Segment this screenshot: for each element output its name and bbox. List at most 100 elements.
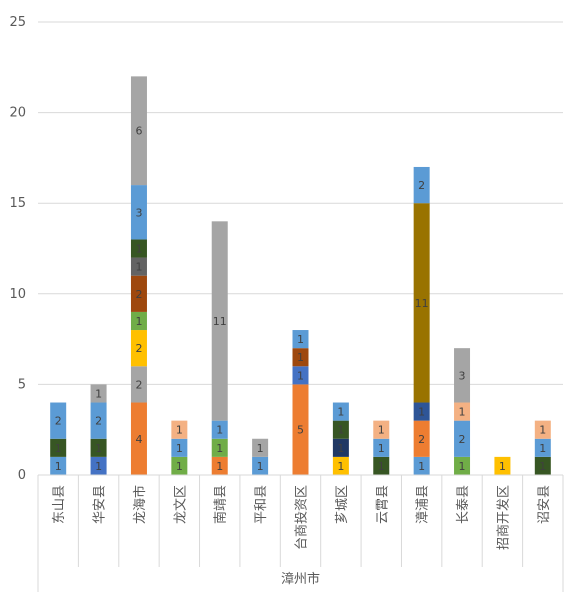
bar-segment bbox=[292, 348, 309, 367]
bar-segment bbox=[252, 438, 269, 457]
data-label: 1 bbox=[176, 460, 183, 473]
data-label: 2 bbox=[135, 378, 142, 391]
data-label: 11 bbox=[415, 297, 429, 310]
data-label: 2 bbox=[55, 415, 62, 428]
data-label: 1 bbox=[539, 442, 546, 455]
bar-segment bbox=[50, 456, 67, 475]
bar-segment bbox=[292, 384, 309, 475]
bar-segment bbox=[90, 438, 107, 457]
bar-segment bbox=[171, 438, 188, 457]
data-label: 2 bbox=[459, 433, 466, 446]
bar-segment bbox=[130, 239, 147, 258]
data-label: 1 bbox=[459, 406, 466, 419]
data-label: 6 bbox=[135, 125, 142, 138]
bar-segment bbox=[534, 456, 551, 475]
data-label: 1 bbox=[539, 424, 546, 437]
data-label: 1 bbox=[216, 460, 223, 473]
bar-segment bbox=[130, 275, 147, 312]
bar-segment bbox=[332, 402, 349, 421]
y-tick-label: 0 bbox=[18, 468, 26, 483]
bar-segment bbox=[534, 438, 551, 457]
bars: 1121121422121136111111111151111111111121… bbox=[50, 76, 551, 475]
bar-segment bbox=[130, 402, 147, 475]
data-label: 1 bbox=[176, 442, 183, 455]
bar-segment bbox=[454, 456, 471, 475]
bar-segment bbox=[413, 402, 430, 421]
data-label: 1 bbox=[499, 460, 506, 473]
bar-segment bbox=[130, 330, 147, 367]
data-label: 4 bbox=[135, 433, 142, 446]
bar-segment bbox=[454, 420, 471, 457]
category-label: 长泰县 bbox=[456, 485, 471, 524]
bar-segment bbox=[454, 348, 471, 403]
category-label: 台商投资区 bbox=[294, 485, 310, 550]
bar-segment bbox=[90, 402, 107, 439]
data-label: 1 bbox=[216, 424, 223, 437]
bar-segment bbox=[211, 221, 228, 421]
data-label: 1 bbox=[95, 442, 102, 455]
category-label: 龙海市 bbox=[132, 485, 148, 524]
bar-segment bbox=[130, 366, 147, 403]
data-label: 1 bbox=[297, 351, 304, 364]
data-label: 1 bbox=[378, 442, 385, 455]
data-label: 1 bbox=[337, 460, 344, 473]
data-label: 2 bbox=[95, 415, 102, 428]
bar-segment bbox=[494, 456, 511, 475]
bar-segment bbox=[211, 456, 228, 475]
y-tick-label: 15 bbox=[9, 196, 26, 211]
data-label: 1 bbox=[55, 442, 62, 455]
data-label: 1 bbox=[337, 442, 344, 455]
data-label: 1 bbox=[135, 261, 142, 274]
data-label: 1 bbox=[297, 333, 304, 346]
data-label: 1 bbox=[337, 424, 344, 437]
bar-segment bbox=[50, 438, 67, 457]
data-label: 1 bbox=[95, 387, 102, 400]
data-label: 2 bbox=[135, 342, 142, 355]
category-label: 平和县 bbox=[254, 485, 269, 524]
bar-segment bbox=[171, 456, 188, 475]
bar-segment bbox=[50, 402, 67, 439]
bar-segment bbox=[292, 366, 309, 385]
bar-segment bbox=[130, 185, 147, 240]
data-label: 1 bbox=[418, 460, 425, 473]
bar-segment bbox=[130, 257, 147, 276]
bar-segment bbox=[454, 402, 471, 421]
bar-segment bbox=[211, 420, 228, 439]
category-label: 漳浦县 bbox=[415, 485, 431, 524]
category-label: 芗城区 bbox=[335, 485, 350, 524]
bar-segment bbox=[413, 203, 430, 403]
bar-segment bbox=[171, 420, 188, 439]
bar-segment bbox=[413, 456, 430, 475]
data-label: 2 bbox=[418, 179, 425, 192]
bar-segment bbox=[373, 456, 390, 475]
bar-segment bbox=[332, 438, 349, 457]
y-tick-label: 10 bbox=[9, 287, 26, 302]
data-label: 3 bbox=[135, 206, 142, 219]
data-label: 1 bbox=[216, 442, 223, 455]
bar-segment bbox=[413, 420, 430, 457]
data-label: 1 bbox=[459, 460, 466, 473]
bar-segment bbox=[90, 384, 107, 403]
bar-segment bbox=[332, 456, 349, 475]
data-label: 1 bbox=[257, 460, 264, 473]
data-label: 2 bbox=[135, 288, 142, 301]
bar-segment bbox=[252, 456, 269, 475]
category-axis: 东山县 华安县 龙海市 龙文区 南靖县 平和县 台商投资区 芗城区 云霄县 漳浦县 长泰县 招商开发区… bbox=[37, 474, 564, 592]
data-label: 11 bbox=[213, 315, 227, 328]
data-label: 3 bbox=[459, 369, 466, 382]
data-label: 1 bbox=[176, 424, 183, 437]
gridlines bbox=[38, 21, 563, 385]
data-label: 1 bbox=[297, 369, 304, 382]
category-label: 东山县 bbox=[52, 485, 67, 524]
y-tick-label: 5 bbox=[18, 377, 26, 392]
category-label: 龙文区 bbox=[173, 485, 188, 524]
data-label: 1 bbox=[135, 243, 142, 256]
category-label: 华安县 bbox=[93, 485, 108, 524]
category-group-label: 漳州市 bbox=[281, 571, 320, 587]
data-label: 2 bbox=[418, 433, 425, 446]
data-label: 1 bbox=[337, 406, 344, 419]
data-label: 1 bbox=[95, 460, 102, 473]
bar-segment bbox=[373, 420, 390, 439]
data-label: 5 bbox=[297, 424, 304, 437]
